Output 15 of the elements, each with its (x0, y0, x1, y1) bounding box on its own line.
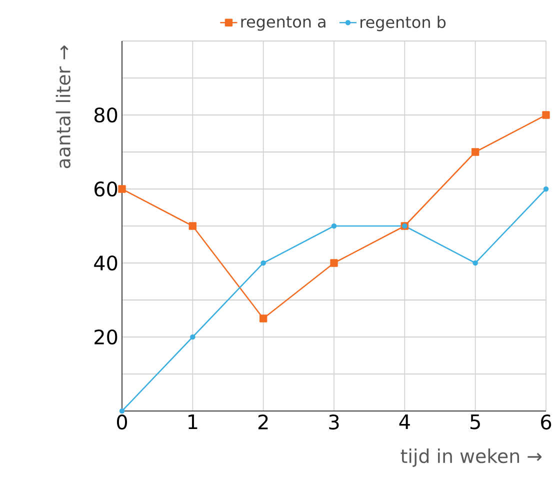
y-tick-label: 40 (94, 255, 118, 271)
y-axis-title: aantal liter → (56, 45, 70, 168)
x-tick-label: 3 (329, 414, 339, 430)
x-tick-label: 1 (188, 414, 198, 430)
legend-label: regenton b (360, 16, 446, 32)
x-tick-label: 4 (399, 414, 410, 430)
y-tick-label: 60 (94, 181, 118, 197)
x-tick-label: 0 (116, 414, 128, 430)
x-tick-label: 2 (258, 414, 268, 430)
x-axis-title: tijd in weken → (400, 448, 542, 467)
y-tick-label: 20 (94, 329, 118, 345)
legend-label: regenton a (241, 16, 326, 31)
x-tick-label: 6 (541, 414, 552, 430)
y-tick-label: 80 (94, 107, 118, 123)
x-tick-label: 5 (470, 414, 480, 430)
